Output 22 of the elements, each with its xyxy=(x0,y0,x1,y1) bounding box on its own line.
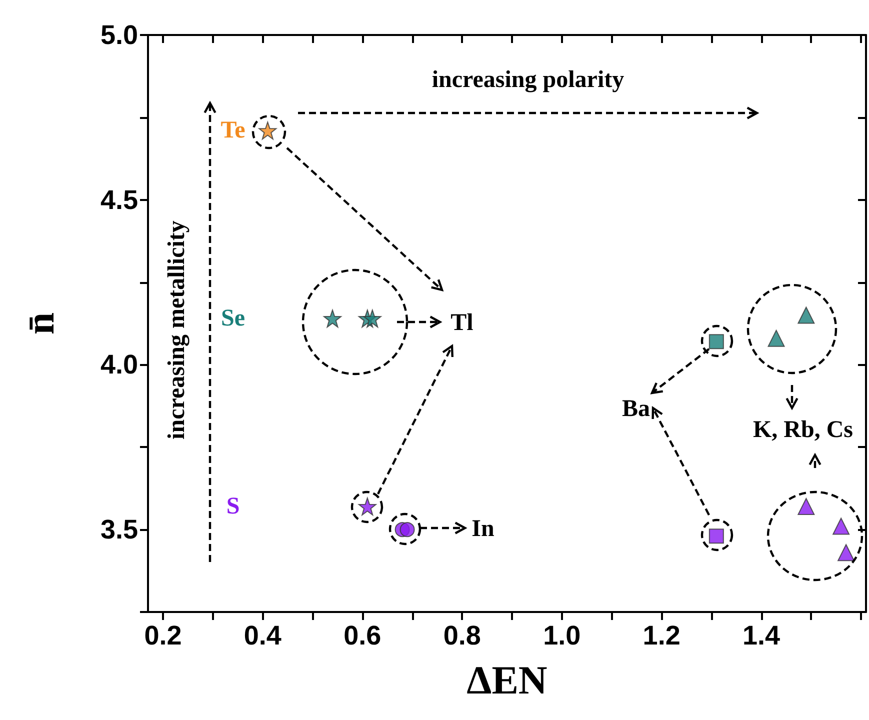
annotation: Tl xyxy=(450,310,474,336)
annotation: In xyxy=(472,516,494,542)
x-tick-label: 0.4 xyxy=(244,620,282,650)
text: Se xyxy=(221,306,246,332)
y-tick-label: 4.0 xyxy=(100,350,138,380)
annotation: Ba xyxy=(622,396,650,422)
x-axis-title: ΔEN xyxy=(466,658,548,702)
series-label: Te xyxy=(220,118,246,144)
text: S xyxy=(226,493,240,520)
y-tick-label: 5.0 xyxy=(100,20,138,50)
annotation: increasing metallicity xyxy=(164,220,190,440)
x-tick-label: 0.2 xyxy=(144,620,182,650)
annotation: increasing polarity xyxy=(432,67,624,93)
x-tick-label: 1.2 xyxy=(642,620,680,650)
x-tick-label: 1.4 xyxy=(742,620,780,650)
y-tick-label: 3.5 xyxy=(100,514,138,545)
x-tick-label: 1.0 xyxy=(543,620,581,650)
x-tick-label: 0.8 xyxy=(443,620,481,650)
annotation: K, Rb, Cs xyxy=(752,417,854,443)
x-tick-label: 0.6 xyxy=(344,620,382,650)
y-tick-label: 4.5 xyxy=(100,184,138,215)
y-axis-title: n̄ xyxy=(18,312,62,335)
